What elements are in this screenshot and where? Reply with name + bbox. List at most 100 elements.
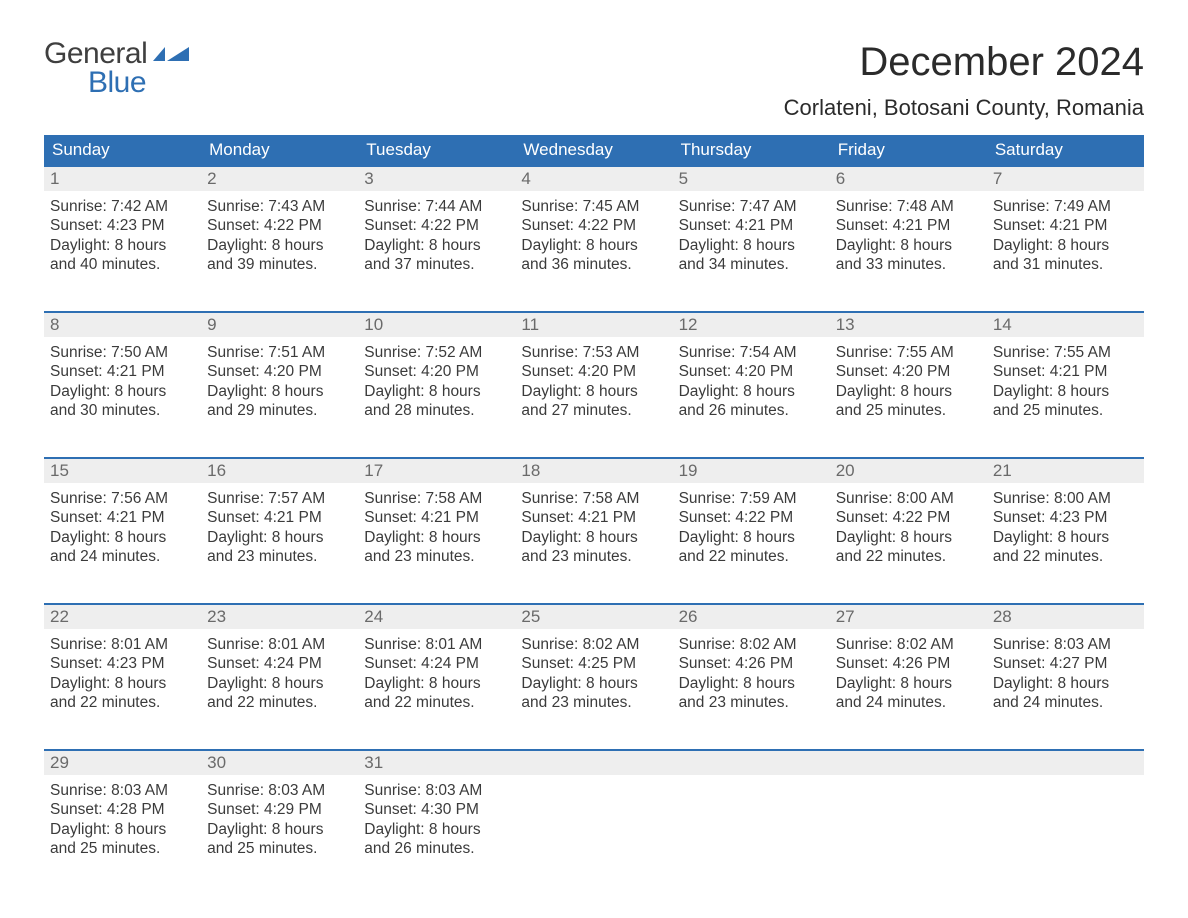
date-cell — [673, 751, 830, 775]
sunrise-text: Sunrise: 8:01 AM — [207, 635, 352, 654]
date-number: 24 — [364, 607, 383, 626]
dl2-text: and 31 minutes. — [993, 255, 1138, 274]
dl2-text: and 23 minutes. — [207, 547, 352, 566]
date-cell: 27 — [830, 605, 987, 629]
date-cell: 20 — [830, 459, 987, 483]
sunrise-text: Sunrise: 7:47 AM — [679, 197, 824, 216]
date-number: 12 — [679, 315, 698, 334]
dl1-text: Daylight: 8 hours — [207, 674, 352, 693]
sunset-text: Sunset: 4:22 PM — [679, 508, 824, 527]
day-content-cell: Sunrise: 8:03 AMSunset: 4:27 PMDaylight:… — [987, 629, 1144, 727]
sunrise-text: Sunrise: 7:55 AM — [836, 343, 981, 362]
dl1-text: Daylight: 8 hours — [207, 820, 352, 839]
day-content-cell: Sunrise: 8:00 AMSunset: 4:23 PMDaylight:… — [987, 483, 1144, 581]
sunset-text: Sunset: 4:20 PM — [836, 362, 981, 381]
sunrise-text: Sunrise: 8:03 AM — [207, 781, 352, 800]
date-row: 29 30 31 — [44, 749, 1144, 775]
date-cell: 6 — [830, 167, 987, 191]
sunrise-text: Sunrise: 7:51 AM — [207, 343, 352, 362]
dl1-text: Daylight: 8 hours — [50, 528, 195, 547]
content-row: Sunrise: 8:01 AMSunset: 4:23 PMDaylight:… — [44, 629, 1144, 727]
date-number: 22 — [50, 607, 69, 626]
content-row: Sunrise: 7:50 AM Sunset: 4:21 PM Daylight:… — [44, 337, 1144, 435]
day-content-cell: Sunrise: 8:02 AMSunset: 4:26 PMDaylight:… — [830, 629, 987, 727]
calendar: Sunday Monday Tuesday Wednesday Thursday… — [44, 135, 1144, 873]
day-header-monday: Monday — [201, 135, 358, 165]
dl2-text: and 37 minutes. — [364, 255, 509, 274]
sunset-text: Sunset: 4:25 PM — [521, 654, 666, 673]
date-cell: 1 — [44, 167, 201, 191]
day-content-cell: Sunrise: 7:58 AMSunset: 4:21 PMDaylight:… — [358, 483, 515, 581]
date-row: 15161718192021 — [44, 457, 1144, 483]
sunrise-text: Sunrise: 8:03 AM — [993, 635, 1138, 654]
day-content-cell: Sunrise: 8:02 AMSunset: 4:25 PMDaylight:… — [515, 629, 672, 727]
dl1-text: Daylight: 8 hours — [836, 236, 981, 255]
date-number: 9 — [207, 315, 216, 334]
dl1-text: Daylight: 8 hours — [207, 236, 352, 255]
day-content-cell: Sunrise: 7:47 AMSunset: 4:21 PMDaylight:… — [673, 191, 830, 289]
day-content-cell: Sunrise: 8:00 AMSunset: 4:22 PMDaylight:… — [830, 483, 987, 581]
dl1-text: Daylight: 8 hours — [50, 236, 195, 255]
date-number: 13 — [836, 315, 855, 334]
day-content-cell: Sunrise: 7:43 AMSunset: 4:22 PMDaylight:… — [201, 191, 358, 289]
sunset-text: Sunset: 4:22 PM — [207, 216, 352, 235]
date-cell: 13 — [830, 313, 987, 337]
day-header-friday: Friday — [830, 135, 987, 165]
day-content-cell: Sunrise: 7:44 AMSunset: 4:22 PMDaylight:… — [358, 191, 515, 289]
dl1-text: Daylight: 8 hours — [836, 528, 981, 547]
sunrise-text: Sunrise: 7:48 AM — [836, 197, 981, 216]
dl2-text: and 22 minutes. — [836, 547, 981, 566]
date-cell: 31 — [358, 751, 515, 775]
dl2-text: and 25 minutes. — [993, 401, 1138, 420]
logo: General Blue — [44, 40, 191, 97]
sunrise-text: Sunrise: 7:50 AM — [50, 343, 195, 362]
dl2-text: and 22 minutes. — [364, 693, 509, 712]
sunrise-text: Sunrise: 7:55 AM — [993, 343, 1138, 362]
dl2-text: and 26 minutes. — [364, 839, 509, 858]
dl2-text: and 33 minutes. — [836, 255, 981, 274]
date-row: 22232425262728 — [44, 603, 1144, 629]
day-content-cell — [987, 775, 1144, 873]
dl1-text: Daylight: 8 hours — [364, 820, 509, 839]
date-number: 29 — [50, 753, 69, 772]
date-cell: 8 — [44, 313, 201, 337]
dl1-text: Daylight: 8 hours — [679, 236, 824, 255]
day-content-cell: Sunrise: 7:50 AMSunset: 4:21 PMDaylight:… — [44, 337, 201, 435]
day-content-cell: Sunrise: 7:49 AMSunset: 4:21 PMDaylight:… — [987, 191, 1144, 289]
sunset-text: Sunset: 4:21 PM — [364, 508, 509, 527]
date-number: 1 — [50, 169, 59, 188]
date-number: 6 — [836, 169, 845, 188]
day-header-sunday: Sunday — [44, 135, 201, 165]
date-number: 30 — [207, 753, 226, 772]
dl2-text: and 24 minutes. — [50, 547, 195, 566]
sunset-text: Sunset: 4:21 PM — [993, 362, 1138, 381]
dl1-text: Daylight: 8 hours — [364, 236, 509, 255]
dl1-text: Daylight: 8 hours — [679, 382, 824, 401]
dl2-text: and 22 minutes. — [993, 547, 1138, 566]
calendar-week: 15161718192021 Sunrise: 7:56 AM Sunset: 4:… — [44, 457, 1144, 581]
dl2-text: and 28 minutes. — [364, 401, 509, 420]
location-title: Corlateni, Botosani County, Romania — [784, 95, 1144, 121]
sunset-text: Sunset: 4:21 PM — [521, 508, 666, 527]
dl1-text: Daylight: 8 hours — [50, 382, 195, 401]
logo-top: General — [44, 40, 191, 69]
sunrise-text: Sunrise: 7:56 AM — [50, 489, 195, 508]
sunrise-text: Sunrise: 7:43 AM — [207, 197, 352, 216]
day-content-cell: Sunrise: 7:52 AMSunset: 4:20 PMDaylight:… — [358, 337, 515, 435]
date-number: 27 — [836, 607, 855, 626]
sunrise-text: Sunrise: 8:02 AM — [836, 635, 981, 654]
dl2-text: and 25 minutes. — [836, 401, 981, 420]
date-number: 2 — [207, 169, 216, 188]
day-content-cell: Sunrise: 7:51 AMSunset: 4:20 PMDaylight:… — [201, 337, 358, 435]
sunset-text: Sunset: 4:21 PM — [679, 216, 824, 235]
dl2-text: and 39 minutes. — [207, 255, 352, 274]
logo-flag-icon — [151, 43, 191, 65]
dl2-text: and 23 minutes. — [521, 547, 666, 566]
sunset-text: Sunset: 4:21 PM — [993, 216, 1138, 235]
dl1-text: Daylight: 8 hours — [679, 674, 824, 693]
dl1-text: Daylight: 8 hours — [993, 236, 1138, 255]
sunset-text: Sunset: 4:24 PM — [364, 654, 509, 673]
date-cell: 25 — [515, 605, 672, 629]
dl1-text: Daylight: 8 hours — [836, 382, 981, 401]
dl1-text: Daylight: 8 hours — [50, 820, 195, 839]
